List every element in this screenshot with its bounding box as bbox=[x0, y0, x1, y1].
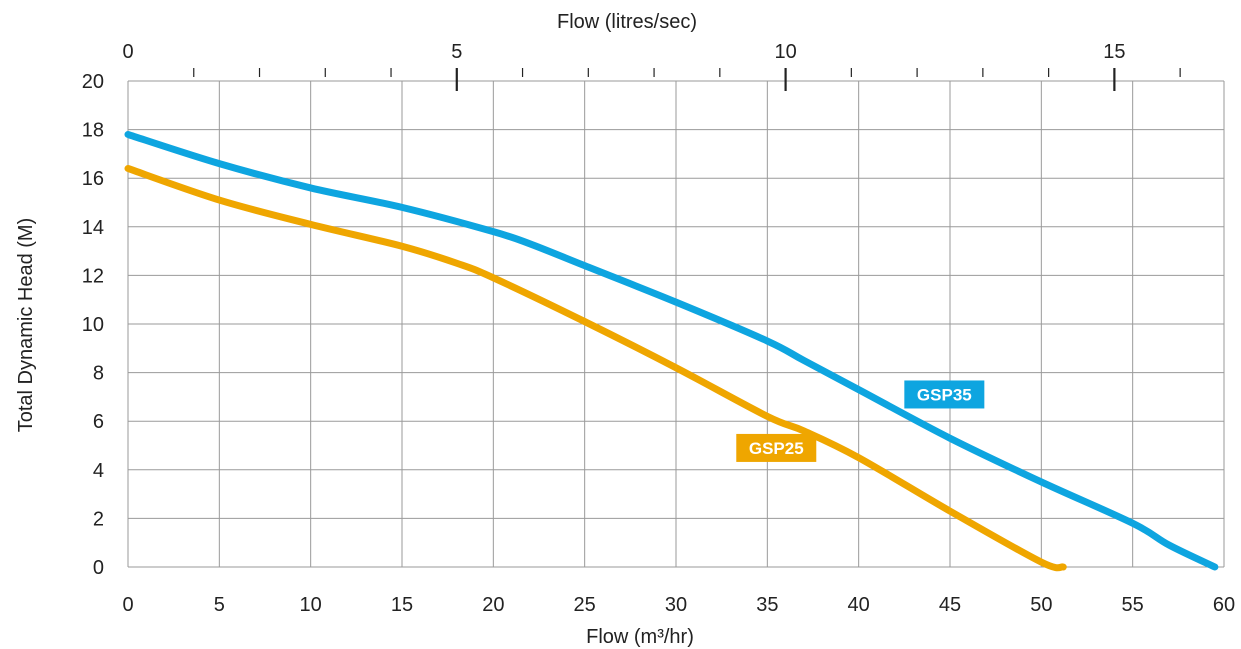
x-tick-label: 25 bbox=[574, 594, 596, 616]
series-label-box bbox=[904, 380, 985, 409]
y-tick-label: 16 bbox=[82, 168, 104, 190]
x-tick-label: 40 bbox=[848, 594, 870, 616]
series-lines bbox=[124, 130, 1219, 572]
x-tick-label: 30 bbox=[665, 594, 687, 616]
top-x-axis-label: Flow (litres/sec) bbox=[557, 11, 697, 33]
series-label-gsp35: GSP35 bbox=[904, 380, 985, 409]
x-axis-label: Flow (m³/hr) bbox=[586, 626, 694, 648]
y-tick-label: 6 bbox=[93, 411, 104, 433]
y-tick-label: 12 bbox=[82, 265, 104, 287]
top-axis-ticks bbox=[193, 68, 1181, 91]
y-axis-label: Total Dynamic Head (M) bbox=[15, 218, 37, 433]
grid-lines bbox=[127, 80, 1225, 568]
x-tick-label: 5 bbox=[214, 594, 225, 616]
y-tick-label: 4 bbox=[93, 460, 104, 482]
y-tick-label: 20 bbox=[82, 71, 104, 93]
x-tick-label: 55 bbox=[1122, 594, 1144, 616]
y-tick-label: 2 bbox=[93, 508, 104, 530]
x-tick-label: 10 bbox=[300, 594, 322, 616]
top-tick-label: 10 bbox=[774, 41, 796, 63]
y-tick-label: 14 bbox=[82, 217, 104, 239]
x-tick-label: 35 bbox=[756, 594, 778, 616]
series-label-text: GSP25 bbox=[749, 439, 804, 458]
top-tick-label: 15 bbox=[1103, 41, 1125, 63]
series-label-text: GSP35 bbox=[917, 385, 972, 404]
y-tick-label: 18 bbox=[82, 120, 104, 142]
x-tick-label: 0 bbox=[122, 594, 133, 616]
x-axis-tick-labels: 0 5 10 15 20 25 30 35 40 45 50 55 60 bbox=[122, 594, 1235, 616]
top-tick-label: 0 bbox=[122, 41, 133, 63]
x-tick-label: 50 bbox=[1030, 594, 1052, 616]
series-labels: GSP35 GSP25 bbox=[736, 380, 985, 462]
top-axis-tick-labels: 0 5 10 15 bbox=[122, 41, 1125, 63]
series-label-gsp25: GSP25 bbox=[736, 433, 817, 462]
series-line-gsp35 bbox=[124, 130, 1219, 571]
y-tick-label: 8 bbox=[93, 363, 104, 385]
x-tick-label: 45 bbox=[939, 594, 961, 616]
top-tick-label: 5 bbox=[451, 41, 462, 63]
x-tick-label: 15 bbox=[391, 594, 413, 616]
y-tick-label: 0 bbox=[93, 557, 104, 579]
y-axis-tick-labels: 0 2 4 6 8 10 12 14 16 18 20 bbox=[82, 71, 104, 579]
series-line-gsp25 bbox=[124, 164, 1067, 572]
y-tick-label: 10 bbox=[82, 314, 104, 336]
series-label-box bbox=[736, 433, 817, 462]
x-tick-label: 20 bbox=[482, 594, 504, 616]
x-tick-label: 60 bbox=[1213, 594, 1235, 616]
